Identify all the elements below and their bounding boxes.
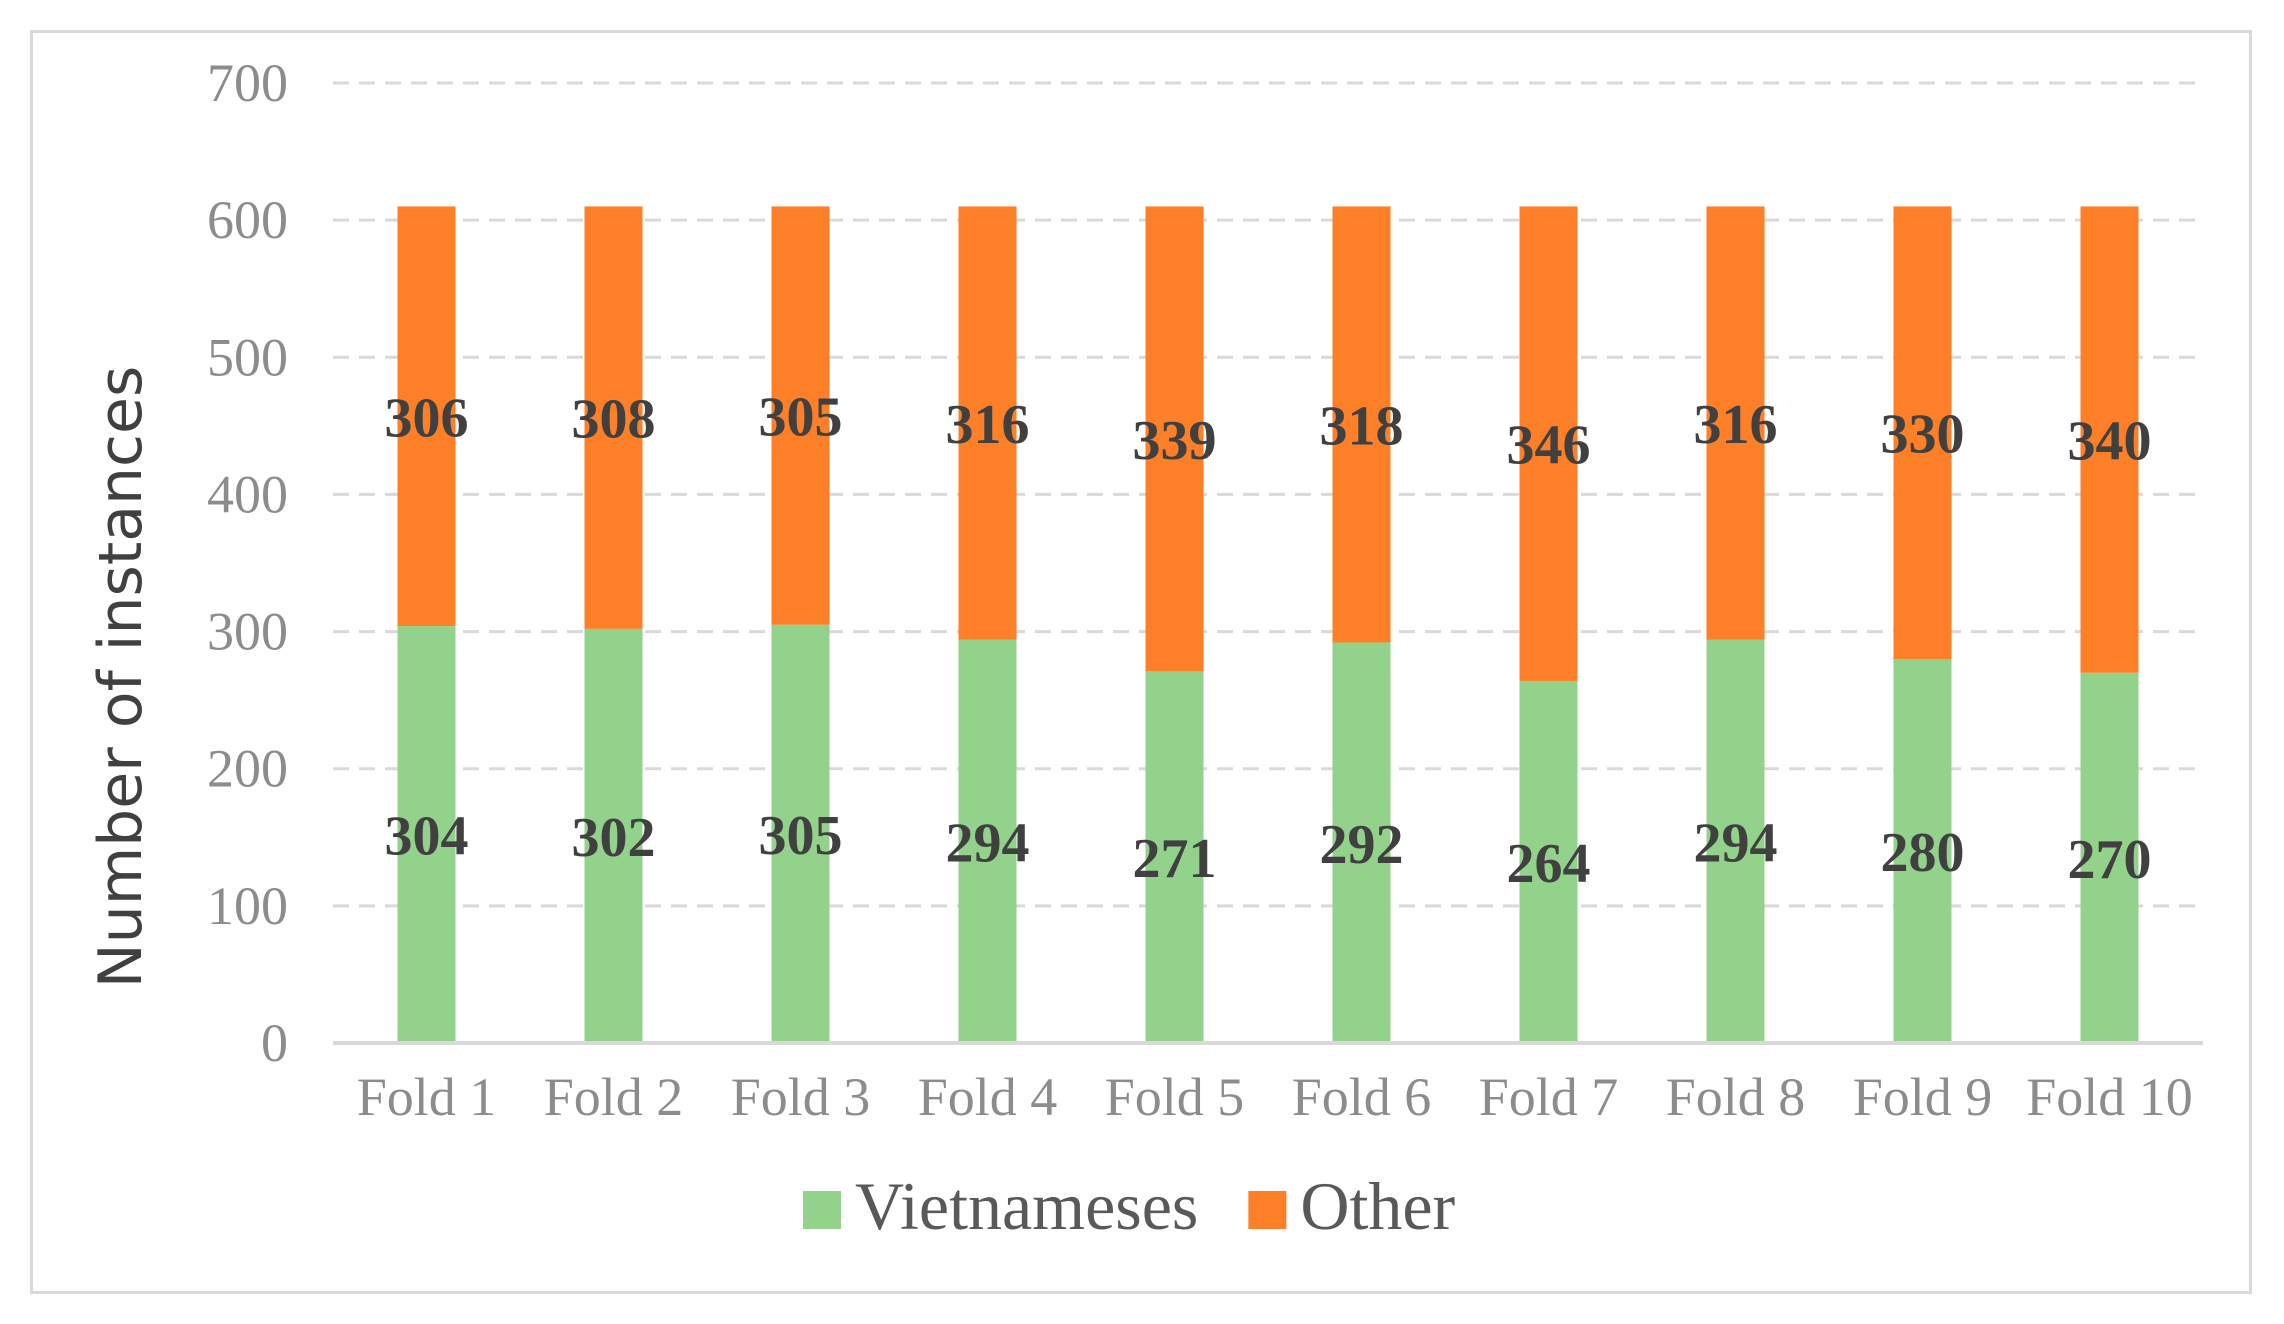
data-label: 305 [759, 805, 843, 867]
bar-vietnameses [2080, 672, 2139, 1043]
data-label: 346 [1507, 415, 1591, 477]
legend-swatch [803, 1191, 841, 1229]
bar-other [1519, 206, 1578, 681]
bar-other [958, 206, 1017, 640]
x-tick-label: Fold 2 [544, 1067, 684, 1127]
data-label: 330 [1881, 404, 1965, 466]
data-label: 316 [946, 394, 1030, 456]
x-tick-label: Fold 6 [1292, 1067, 1432, 1127]
data-label: 318 [1320, 395, 1404, 457]
data-label: 340 [2068, 411, 2152, 473]
data-label: 292 [1320, 814, 1404, 876]
data-label: 302 [572, 807, 656, 869]
y-tick-label: 400 [207, 464, 288, 524]
bar-vietnameses [1145, 671, 1204, 1043]
stacked-bar-chart: 304 306 302 308 305 305 294 316 271 339 292 318 264 3… [86, 53, 2203, 1244]
bar-vietnameses [584, 628, 643, 1043]
x-tick-label: Fold 3 [731, 1067, 871, 1127]
bar-other [771, 206, 830, 625]
y-tick-label: 200 [207, 739, 288, 799]
legend: Vietnameses Other [803, 1168, 1456, 1244]
x-tick-label: Fold 9 [1853, 1067, 1993, 1127]
y-tick-label: 600 [207, 190, 288, 250]
y-tick-label: 300 [207, 602, 288, 662]
axes: 0 100 200 300 400 500 600 700 Fold 1 Fold 2 Fold 3… [207, 53, 2203, 1127]
bar-other [1706, 206, 1765, 640]
data-label: 305 [759, 387, 843, 449]
bars [397, 206, 2139, 1043]
bar-vietnameses [958, 639, 1017, 1043]
data-label: 306 [385, 387, 469, 449]
bar-vietnameses [397, 626, 456, 1043]
bar-other [2080, 206, 2139, 673]
x-tick-label: Fold 5 [1105, 1067, 1245, 1127]
data-label: 308 [572, 389, 656, 451]
bar-other [397, 206, 456, 627]
data-label: 304 [385, 806, 469, 868]
bar-vietnameses [1332, 642, 1391, 1043]
data-label: 294 [946, 812, 1030, 874]
x-tick-label: Fold 7 [1479, 1067, 1619, 1127]
x-tick-label: Fold 1 [357, 1067, 497, 1127]
legend-swatch [1248, 1191, 1287, 1229]
y-tick-label: 700 [207, 53, 288, 113]
chart-frame: 304 306 302 308 305 305 294 316 271 339 292 318 264 3… [30, 30, 2252, 1294]
y-tick-label: 500 [207, 327, 288, 387]
legend-label: Other [1300, 1168, 1455, 1244]
y-tick-label: 100 [207, 876, 288, 936]
bar-other [1145, 206, 1204, 672]
data-label: 339 [1133, 410, 1217, 472]
bar-vietnameses [771, 624, 830, 1043]
data-label: 270 [2068, 829, 2152, 891]
data-label: 294 [1694, 812, 1778, 874]
y-axis-title: Number of instances [86, 366, 156, 988]
bar-other [584, 206, 643, 629]
y-tick-label: 0 [261, 1013, 288, 1073]
x-tick-label: Fold 10 [2026, 1067, 2193, 1127]
data-label: 271 [1133, 828, 1217, 890]
data-label: 316 [1694, 394, 1778, 456]
bar-vietnameses [1519, 680, 1578, 1043]
x-tick-label: Fold 4 [918, 1067, 1058, 1127]
data-labels: 304 306 302 308 305 305 294 316 271 339 292 318 264 3… [385, 387, 2152, 895]
bar-other [1332, 206, 1391, 643]
legend-label: Vietnameses [855, 1168, 1198, 1244]
bar-other [1893, 206, 1952, 659]
data-label: 280 [1881, 822, 1965, 884]
x-tick-label: Fold 8 [1666, 1067, 1806, 1127]
bar-vietnameses [1706, 639, 1765, 1043]
bar-vietnameses [1893, 659, 1952, 1043]
data-label: 264 [1507, 833, 1591, 895]
